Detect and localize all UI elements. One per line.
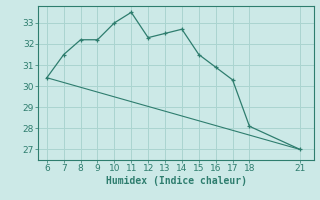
X-axis label: Humidex (Indice chaleur): Humidex (Indice chaleur) [106,176,246,186]
